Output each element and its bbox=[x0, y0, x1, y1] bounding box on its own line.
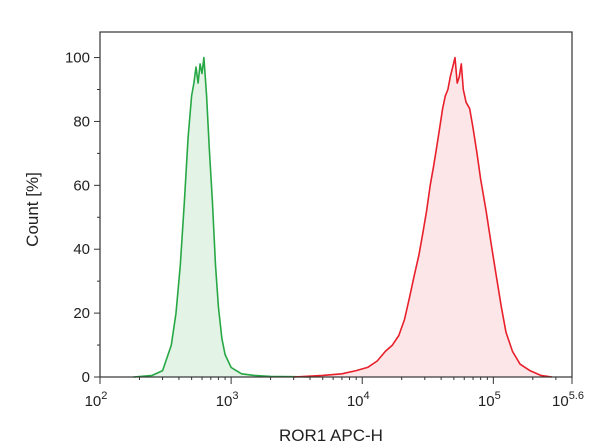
plot-frame bbox=[99, 31, 573, 378]
y-tick-label: 100 bbox=[65, 50, 90, 67]
x-axis-label: ROR1 APC-H bbox=[279, 426, 383, 445]
y-axis-label: Count [%] bbox=[23, 172, 42, 247]
y-tick-label: 20 bbox=[73, 305, 90, 322]
series-2-line bbox=[293, 56, 553, 378]
x-tick-label: 103 bbox=[216, 390, 239, 410]
y-tick-label: 40 bbox=[73, 241, 90, 258]
histogram-fills bbox=[133, 57, 552, 377]
x-tick-label: 104 bbox=[347, 390, 370, 410]
y-axis-ticks: 0 20 40 60 80 100 bbox=[65, 50, 100, 386]
y-tick-label: 80 bbox=[73, 113, 90, 130]
x-tick-label: 102 bbox=[85, 390, 108, 410]
y-tick-label: 0 bbox=[82, 369, 90, 386]
x-axis-ticks: 102 103 104 105 105.6 bbox=[85, 377, 584, 410]
series-2-fill bbox=[293, 57, 552, 377]
y-tick-label: 60 bbox=[73, 177, 90, 194]
series-1-line bbox=[133, 56, 311, 378]
histogram-lines bbox=[133, 56, 553, 378]
x-tick-label: 105.6 bbox=[552, 390, 584, 410]
x-tick-label: 105 bbox=[478, 390, 501, 410]
series-1-fill bbox=[133, 57, 310, 377]
